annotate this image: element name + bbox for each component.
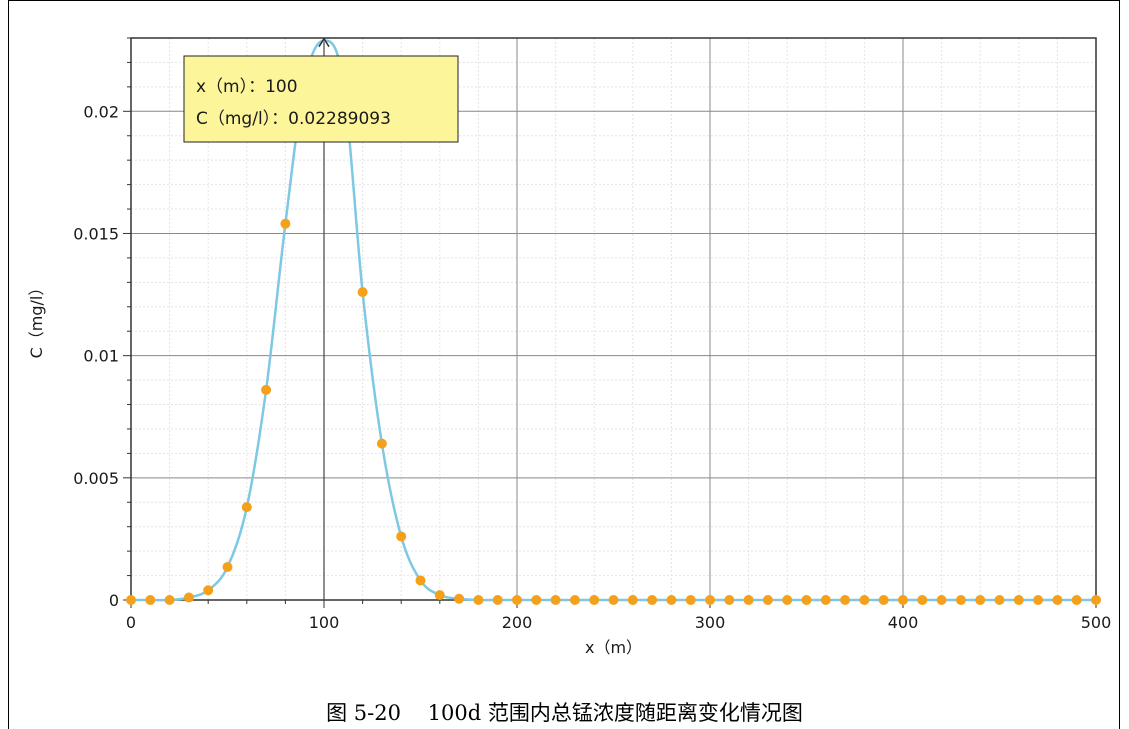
tooltip-line-x: x（m）：100 — [196, 77, 298, 97]
data-point — [1013, 595, 1024, 605]
data-point — [859, 595, 870, 605]
x-tick-label: 300 — [695, 613, 726, 632]
data-point — [492, 595, 503, 605]
data-point — [840, 595, 851, 605]
data-point — [569, 595, 580, 605]
x-tick-label: 0 — [126, 613, 136, 632]
y-tick-label: 0 — [109, 591, 119, 610]
data-point — [280, 218, 291, 229]
data-point — [994, 595, 1005, 605]
data-point — [512, 595, 522, 605]
data-point — [647, 595, 658, 605]
x-tick-label: 400 — [888, 613, 919, 632]
y-tick-label: 0.015 — [73, 224, 119, 243]
highlighted-point — [318, 37, 330, 48]
data-point — [975, 595, 986, 605]
data-point — [608, 595, 619, 605]
data-point — [820, 595, 831, 605]
data-point — [261, 384, 272, 395]
data-point — [357, 287, 368, 298]
data-point — [743, 595, 754, 605]
data-point — [955, 595, 966, 605]
data-point — [936, 595, 947, 605]
data-point — [917, 595, 928, 605]
data-tooltip: x（m）：100 C（mg/l）：0.02289093 — [183, 55, 459, 143]
data-point — [531, 595, 542, 605]
tooltip-box — [183, 55, 459, 143]
data-point — [222, 562, 233, 573]
data-point — [782, 595, 793, 605]
data-point — [415, 575, 426, 586]
data-point — [762, 595, 773, 605]
x-tick-label: 200 — [502, 613, 533, 632]
tooltip-line-c: C（mg/l）：0.02289093 — [196, 109, 391, 129]
data-point — [241, 502, 252, 513]
x-axis-title: x（m） — [585, 638, 642, 657]
data-point — [627, 595, 638, 605]
figure-caption: 图 5-20 100d 范围内总锰浓度随距离变化情况图 — [326, 701, 803, 725]
data-point — [1052, 595, 1063, 605]
x-tick-label: 100 — [309, 613, 340, 632]
data-point — [685, 595, 696, 605]
data-point — [724, 595, 735, 605]
data-point — [145, 595, 156, 605]
data-point — [183, 592, 194, 603]
y-tick-label: 0.005 — [73, 469, 119, 488]
data-point — [376, 438, 387, 449]
x-tick-label: 500 — [1081, 613, 1112, 632]
data-point — [666, 595, 677, 605]
tick-labels: 0 100 200 300 400 500 0 0.005 0.01 0.015 0.02 — [73, 102, 1111, 632]
y-axis-title: C（mg/l） — [27, 280, 46, 359]
data-point — [164, 595, 175, 605]
data-point — [1071, 595, 1082, 605]
data-point — [550, 595, 561, 605]
data-point — [473, 595, 484, 605]
data-point — [203, 585, 214, 596]
data-point — [1033, 595, 1044, 605]
data-point — [396, 531, 407, 542]
y-tick-label: 0.01 — [83, 347, 119, 366]
data-point — [898, 595, 908, 605]
chart-frame — [8, 0, 1120, 729]
data-point — [878, 595, 889, 605]
data-point — [454, 593, 465, 604]
data-point — [705, 595, 715, 605]
data-point — [126, 595, 136, 605]
data-point — [801, 595, 812, 605]
data-point — [589, 595, 600, 605]
y-tick-label: 0.02 — [83, 102, 119, 121]
data-point — [434, 590, 445, 601]
data-point — [1091, 595, 1101, 605]
